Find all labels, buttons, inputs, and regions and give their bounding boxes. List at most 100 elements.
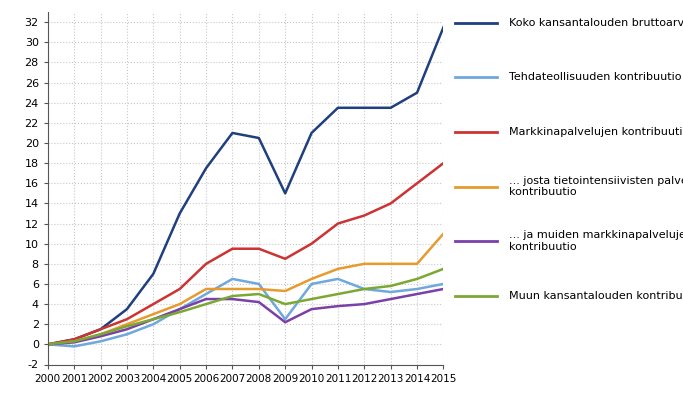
... josta tietointensiivisten palvelujen
kontribuutio	[123, 322, 131, 327]
... josta tietointensiivisten palvelujen
kontribuutio	[228, 287, 236, 292]
Markkinapalvelujen kontribuutio	[439, 161, 447, 166]
Markkinapalvelujen kontribuutio	[413, 181, 421, 186]
Line: ... josta tietointensiivisten palvelujen
kontribuutio: ... josta tietointensiivisten palvelujen…	[48, 234, 443, 344]
Text: ... ja muiden markkinapalvelujen
kontribuutio: ... ja muiden markkinapalvelujen kontrib…	[509, 230, 683, 252]
... josta tietointensiivisten palvelujen
kontribuutio	[202, 287, 210, 292]
Muun kansantalouden kontribuutio	[413, 277, 421, 281]
Muun kansantalouden kontribuutio	[255, 292, 263, 296]
Koko kansantalouden bruttoarvonlisäys	[176, 211, 184, 216]
Tehdateollisuuden kontribuutio	[149, 322, 157, 327]
Koko kansantalouden bruttoarvonlisäys	[307, 130, 316, 135]
Muun kansantalouden kontribuutio	[44, 342, 52, 347]
... ja muiden markkinapalvelujen
kontribuutio	[96, 334, 104, 339]
... josta tietointensiivisten palvelujen
kontribuutio	[96, 332, 104, 337]
... josta tietointensiivisten palvelujen
kontribuutio	[413, 261, 421, 266]
Markkinapalvelujen kontribuutio	[334, 221, 342, 226]
... josta tietointensiivisten palvelujen
kontribuutio	[334, 266, 342, 271]
Tehdateollisuuden kontribuutio	[360, 287, 368, 292]
Koko kansantalouden bruttoarvonlisäys	[387, 105, 395, 110]
Tehdateollisuuden kontribuutio	[176, 307, 184, 311]
... josta tietointensiivisten palvelujen
kontribuutio	[387, 261, 395, 266]
... ja muiden markkinapalvelujen
kontribuutio	[307, 307, 316, 311]
Markkinapalvelujen kontribuutio	[228, 246, 236, 251]
Tehdateollisuuden kontribuutio	[96, 339, 104, 344]
Text: Muun kansantalouden kontribuutio: Muun kansantalouden kontribuutio	[509, 291, 683, 301]
Line: ... ja muiden markkinapalvelujen
kontribuutio: ... ja muiden markkinapalvelujen kontrib…	[48, 289, 443, 344]
Markkinapalvelujen kontribuutio	[202, 261, 210, 266]
... josta tietointensiivisten palvelujen
kontribuutio	[70, 339, 79, 344]
... ja muiden markkinapalvelujen
kontribuutio	[334, 304, 342, 309]
Line: Muun kansantalouden kontribuutio: Muun kansantalouden kontribuutio	[48, 269, 443, 344]
Markkinapalvelujen kontribuutio	[255, 246, 263, 251]
Markkinapalvelujen kontribuutio	[281, 256, 290, 261]
Markkinapalvelujen kontribuutio	[70, 337, 79, 342]
Markkinapalvelujen kontribuutio	[123, 317, 131, 322]
... ja muiden markkinapalvelujen
kontribuutio	[255, 300, 263, 305]
Markkinapalvelujen kontribuutio	[176, 287, 184, 292]
... josta tietointensiivisten palvelujen
kontribuutio	[281, 289, 290, 294]
Markkinapalvelujen kontribuutio	[96, 327, 104, 332]
Tehdateollisuuden kontribuutio	[70, 344, 79, 349]
Line: Koko kansantalouden bruttoarvonlisäys: Koko kansantalouden bruttoarvonlisäys	[48, 27, 443, 344]
Markkinapalvelujen kontribuutio	[44, 342, 52, 347]
... josta tietointensiivisten palvelujen
kontribuutio	[255, 287, 263, 292]
... ja muiden markkinapalvelujen
kontribuutio	[228, 296, 236, 301]
Text: Koko kansantalouden bruttoarvonlisäys: Koko kansantalouden bruttoarvonlisäys	[509, 18, 683, 28]
Muun kansantalouden kontribuutio	[149, 317, 157, 322]
Koko kansantalouden bruttoarvonlisäys	[439, 25, 447, 30]
Koko kansantalouden bruttoarvonlisäys	[149, 271, 157, 276]
Muun kansantalouden kontribuutio	[334, 292, 342, 296]
... ja muiden markkinapalvelujen
kontribuutio	[281, 320, 290, 325]
... ja muiden markkinapalvelujen
kontribuutio	[44, 342, 52, 347]
... ja muiden markkinapalvelujen
kontribuutio	[439, 287, 447, 292]
... ja muiden markkinapalvelujen
kontribuutio	[70, 340, 79, 345]
... ja muiden markkinapalvelujen
kontribuutio	[387, 296, 395, 301]
Tehdateollisuuden kontribuutio	[439, 281, 447, 286]
Tehdateollisuuden kontribuutio	[413, 287, 421, 292]
Koko kansantalouden bruttoarvonlisäys	[334, 105, 342, 110]
... josta tietointensiivisten palvelujen
kontribuutio	[149, 312, 157, 317]
Muun kansantalouden kontribuutio	[307, 296, 316, 301]
Muun kansantalouden kontribuutio	[439, 266, 447, 271]
Text: Markkinapalvelujen kontribuutio: Markkinapalvelujen kontribuutio	[509, 127, 683, 137]
Koko kansantalouden bruttoarvonlisäys	[202, 166, 210, 171]
... ja muiden markkinapalvelujen
kontribuutio	[202, 296, 210, 301]
Koko kansantalouden bruttoarvonlisäys	[413, 90, 421, 95]
Muun kansantalouden kontribuutio	[70, 339, 79, 344]
... josta tietointensiivisten palvelujen
kontribuutio	[176, 302, 184, 307]
Muun kansantalouden kontribuutio	[176, 310, 184, 315]
Text: Tehdateollisuuden kontribuutio: Tehdateollisuuden kontribuutio	[509, 72, 681, 82]
Muun kansantalouden kontribuutio	[228, 294, 236, 298]
Markkinapalvelujen kontribuutio	[149, 302, 157, 307]
Line: Tehdateollisuuden kontribuutio: Tehdateollisuuden kontribuutio	[48, 279, 443, 346]
... ja muiden markkinapalvelujen
kontribuutio	[149, 317, 157, 322]
... ja muiden markkinapalvelujen
kontribuutio	[413, 292, 421, 296]
Tehdateollisuuden kontribuutio	[281, 317, 290, 322]
Koko kansantalouden bruttoarvonlisäys	[70, 337, 79, 342]
Muun kansantalouden kontribuutio	[281, 302, 290, 307]
Tehdateollisuuden kontribuutio	[387, 290, 395, 294]
Muun kansantalouden kontribuutio	[96, 332, 104, 337]
Koko kansantalouden bruttoarvonlisäys	[255, 136, 263, 141]
Markkinapalvelujen kontribuutio	[307, 241, 316, 246]
Markkinapalvelujen kontribuutio	[360, 213, 368, 218]
Koko kansantalouden bruttoarvonlisäys	[123, 307, 131, 311]
... ja muiden markkinapalvelujen
kontribuutio	[176, 307, 184, 311]
Koko kansantalouden bruttoarvonlisäys	[44, 342, 52, 347]
Tehdateollisuuden kontribuutio	[255, 281, 263, 286]
... ja muiden markkinapalvelujen
kontribuutio	[360, 302, 368, 307]
Koko kansantalouden bruttoarvonlisäys	[281, 191, 290, 196]
Muun kansantalouden kontribuutio	[123, 324, 131, 329]
Tehdateollisuuden kontribuutio	[44, 342, 52, 347]
Tehdateollisuuden kontribuutio	[202, 292, 210, 296]
Muun kansantalouden kontribuutio	[387, 284, 395, 288]
Tehdateollisuuden kontribuutio	[123, 332, 131, 337]
... josta tietointensiivisten palvelujen
kontribuutio	[307, 277, 316, 281]
Koko kansantalouden bruttoarvonlisäys	[96, 327, 104, 332]
Markkinapalvelujen kontribuutio	[387, 201, 395, 206]
Tehdateollisuuden kontribuutio	[334, 277, 342, 281]
... josta tietointensiivisten palvelujen
kontribuutio	[360, 261, 368, 266]
Line: Markkinapalvelujen kontribuutio: Markkinapalvelujen kontribuutio	[48, 163, 443, 344]
... josta tietointensiivisten palvelujen
kontribuutio	[44, 342, 52, 347]
... ja muiden markkinapalvelujen
kontribuutio	[123, 327, 131, 332]
